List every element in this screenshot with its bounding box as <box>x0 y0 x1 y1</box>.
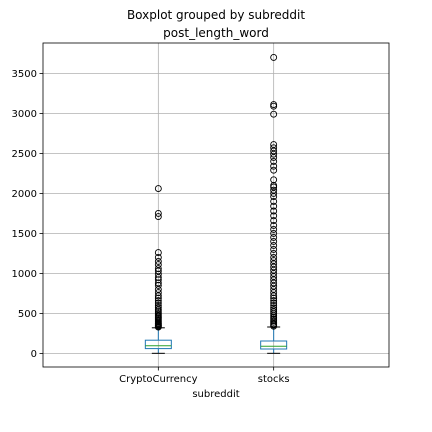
outlier-point <box>154 213 162 221</box>
outlier-point <box>154 257 162 265</box>
outlier-point <box>270 186 278 194</box>
outlier-point <box>270 166 278 174</box>
grid-lines <box>43 43 389 367</box>
outlier-point <box>270 257 278 265</box>
outlier-point <box>270 212 278 220</box>
outlier-point <box>270 110 278 118</box>
outlier-point <box>270 176 278 184</box>
outlier-point <box>270 237 278 245</box>
outlier-point <box>270 202 278 210</box>
plot-marks <box>144 53 288 354</box>
iqr-box <box>260 340 288 350</box>
outlier-point <box>270 225 278 233</box>
outlier-point <box>154 301 162 309</box>
y-tick-label: 500 <box>18 309 37 320</box>
outlier-point <box>270 249 278 257</box>
y-tick-label: 2000 <box>12 189 37 200</box>
y-tick-label: 0 <box>31 349 37 360</box>
plot-frame <box>42 42 390 368</box>
chart-title: post_length_word <box>163 26 269 40</box>
outlier-point <box>154 299 162 307</box>
outlier-point <box>154 209 162 217</box>
outlier-point <box>270 157 278 165</box>
outlier-point <box>154 265 162 273</box>
chart-suptitle: Boxplot grouped by subreddit <box>127 8 305 22</box>
outlier-point <box>270 241 278 249</box>
outlier-point <box>154 261 162 269</box>
outlier-point <box>270 53 278 61</box>
iqr-box <box>144 339 172 350</box>
y-tick-label: 3000 <box>12 109 37 120</box>
outlier-point <box>270 141 278 149</box>
x-tick-label: stocks <box>258 374 290 385</box>
outlier-point <box>270 101 278 109</box>
y-tick-label: 3500 <box>12 69 37 80</box>
y-tick-label: 1000 <box>12 269 37 280</box>
outlier-point <box>270 217 278 225</box>
outlier-point <box>154 289 162 297</box>
outlier-point <box>270 221 278 229</box>
outlier-point <box>270 297 278 305</box>
outlier-point <box>154 253 162 261</box>
outlier-point <box>270 207 278 215</box>
axes: 0 500 1000 1500 2000 2500 3000 3500 CryptoCurren… <box>12 69 290 385</box>
y-tick-label: 1500 <box>12 229 37 240</box>
x-tick-label: CryptoCurrency <box>119 374 198 385</box>
outlier-point <box>270 301 278 309</box>
outlier-point <box>270 253 278 261</box>
outlier-point <box>154 297 162 305</box>
outlier-point <box>154 303 162 311</box>
outlier-point <box>270 144 278 152</box>
outlier-point <box>270 304 278 312</box>
outlier-point <box>154 185 162 193</box>
y-tick-label: 2500 <box>12 149 37 160</box>
outlier-point <box>270 299 278 307</box>
outlier-point <box>270 245 278 253</box>
outlier-point <box>154 249 162 257</box>
outlier-point <box>270 306 278 314</box>
outlier-point <box>270 162 278 170</box>
x-axis-label: subreddit <box>192 389 239 400</box>
outlier-point <box>270 197 278 205</box>
outlier-point <box>270 233 278 241</box>
outlier-point <box>270 229 278 237</box>
